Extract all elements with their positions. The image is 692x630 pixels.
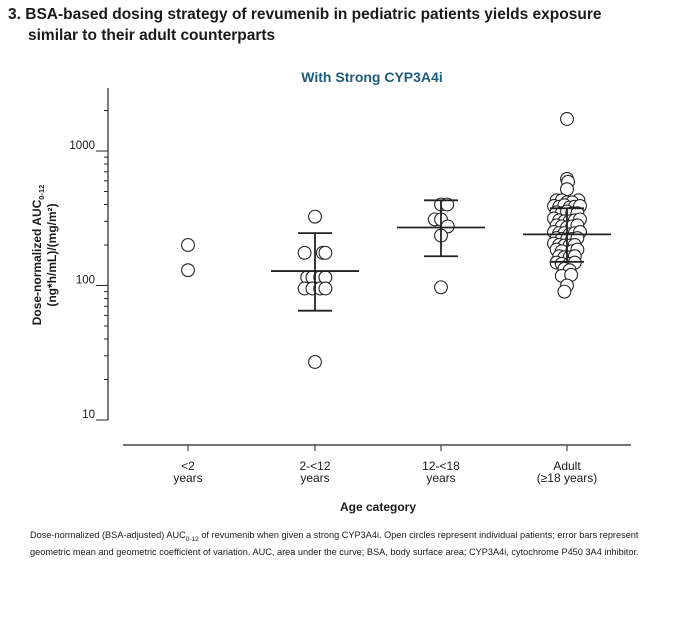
data-point — [308, 355, 322, 369]
figure-title-line1: BSA-based dosing strategy of revumenib i… — [25, 6, 602, 23]
data-point — [318, 245, 333, 260]
y-axis-title: Dose-normalized AUC0-12 (ng*h/mL)/(mg/m²… — [30, 185, 59, 326]
series-group — [181, 238, 195, 278]
figure-title: 3. BSA-based dosing strategy of revumeni… — [8, 4, 668, 46]
data-point — [181, 238, 195, 252]
y-axis-title-subscript: 0-12 — [37, 185, 46, 200]
y-tick-label: 1000 — [69, 140, 95, 152]
x-category-label: Adult — [553, 459, 581, 473]
x-category-sublabel: years — [426, 471, 455, 485]
x-category-label: 12-<18 — [422, 459, 460, 473]
y-axis-title-line2: (ng*h/mL)/(mg/m²) — [45, 203, 59, 306]
x-category-sublabel: years — [173, 471, 202, 485]
data-point — [297, 245, 312, 260]
y-tick-label: 100 — [76, 275, 95, 287]
series-group — [397, 197, 485, 295]
data-point — [434, 280, 448, 295]
x-axis-title: Age category — [340, 500, 416, 514]
figure-title-line2: similar to their adult counterparts — [28, 27, 276, 44]
data-marks — [181, 112, 611, 369]
series-group — [523, 112, 611, 299]
data-point — [318, 281, 333, 296]
x-category-label: <2 — [181, 459, 195, 473]
axes: 101001000<2years2-<12years12-<18yearsAdu… — [69, 88, 631, 485]
chart-title: With Strong CYP3A4i — [301, 69, 442, 85]
data-point — [181, 263, 195, 278]
y-tick-label: 10 — [82, 409, 95, 421]
x-category-sublabel: (≥18 years) — [537, 471, 598, 485]
caption-text-b: of revumenib when given a strong CYP3A4i… — [30, 530, 639, 558]
data-point — [560, 112, 574, 126]
x-category-sublabel: years — [300, 471, 329, 485]
y-axis-title-main: Dose-normalized AUC — [30, 199, 44, 325]
y-axis-title-line1: Dose-normalized AUC0-12 — [30, 185, 46, 326]
caption-text-a: Dose-normalized (BSA-adjusted) AUC — [30, 530, 186, 540]
caption-subscript: 0-12 — [185, 535, 199, 543]
x-category-label: 2-<12 — [299, 459, 330, 473]
figure-number: 3. — [8, 6, 21, 23]
data-point — [308, 209, 322, 224]
data-point — [557, 284, 572, 299]
series-group — [271, 209, 359, 369]
figure-caption: Dose-normalized (BSA-adjusted) AUC0-12 o… — [30, 529, 670, 560]
